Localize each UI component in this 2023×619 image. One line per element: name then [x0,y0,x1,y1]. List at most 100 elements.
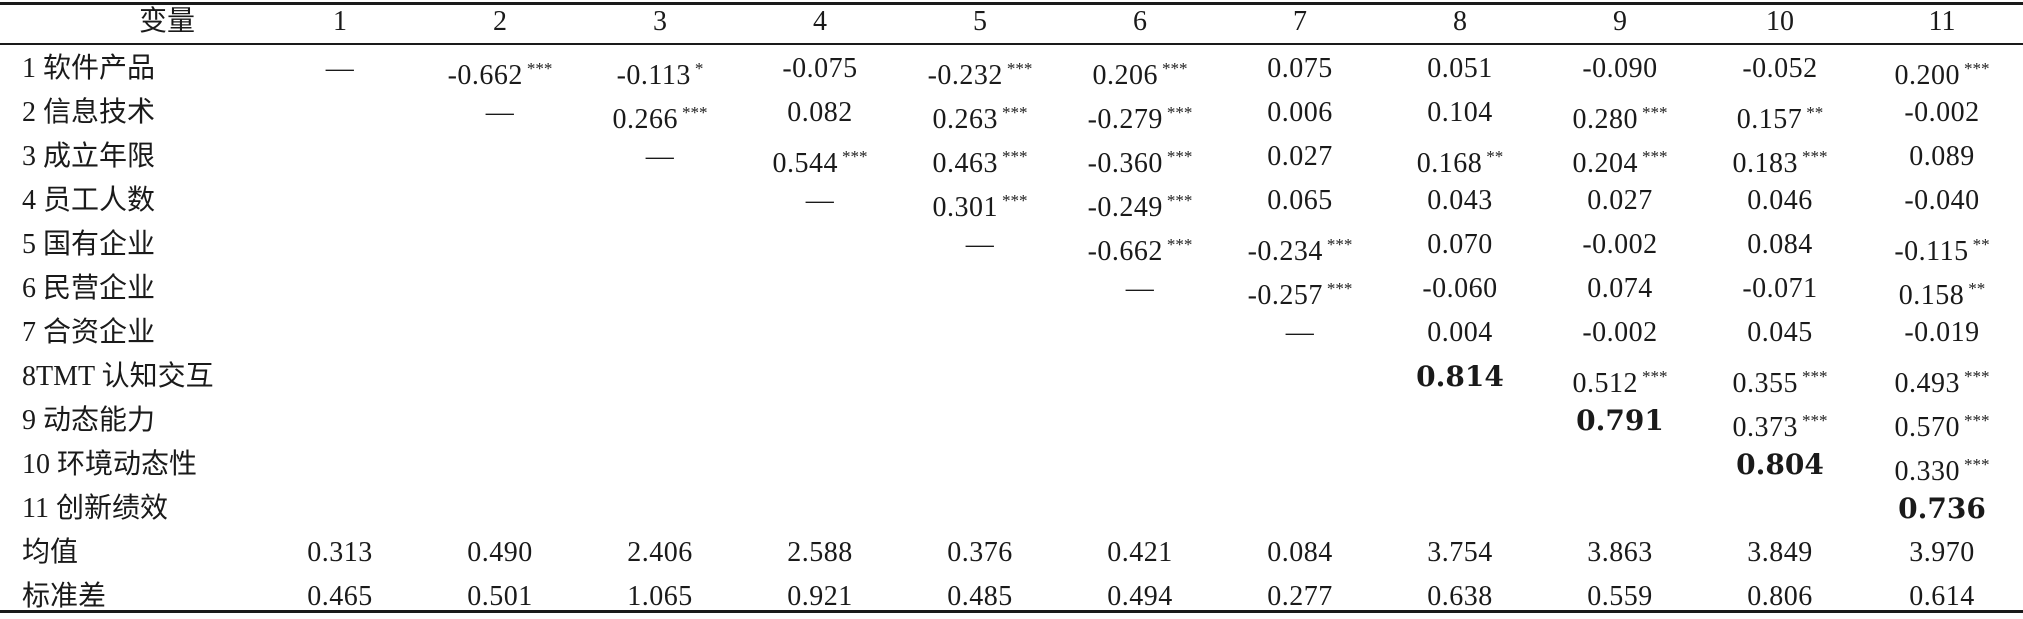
row-label: 1 软件产品 [22,53,156,84]
table-cell: 0.490 [415,531,585,575]
table-cell: 0.070 [1375,223,1545,267]
significance-marker: *** [1802,147,1828,166]
table-cell: -0.249 *** [1055,179,1225,223]
table-cell: 2.588 [735,531,905,575]
table-cell: -0.002 [1535,223,1705,267]
table-cell: 0.027 [1215,135,1385,179]
cell-value: -0.232 [927,60,1003,91]
cell-value: 0.158 [1898,280,1965,311]
table-cell: 0.277 [1215,575,1385,619]
table-cell: 0.614 [1857,575,2023,619]
diagonal-dash: — [895,223,1065,267]
table-cell: 0.373 *** [1695,399,1865,443]
cell-value: 0.043 [1427,185,1493,216]
table-cell: -0.662 *** [415,47,585,91]
cell-value: — [325,53,355,84]
cell-value: 0.559 [1587,581,1653,612]
significance-marker: *** [1802,411,1828,430]
cell-value: 0.463 [932,148,998,179]
row-label: 5 国有企业 [22,229,156,260]
cell-value: 0.501 [467,581,533,612]
cell-value: -0.090 [1582,53,1658,84]
table-cell: 0.330 *** [1857,443,2023,487]
cell-value: 0.006 [1267,97,1333,128]
table-cell: 0.206 *** [1055,47,1225,91]
table-cell: 0.104 [1375,91,1545,135]
table-row: 标准差 0.465 0.501 1.065 0.921 0.485 0.494 0.277 0.… [0,575,2023,619]
significance-marker: *** [1642,147,1668,166]
header-col-11: 11 [1928,6,1956,37]
row-label: 均值 [22,537,79,568]
table-cell: -0.002 [1857,91,2023,135]
table-cell: 0.804 [1695,443,1865,487]
table-cell: 3.849 [1695,531,1865,575]
cell-value: -0.257 [1247,280,1323,311]
significance-marker: *** [1326,235,1353,254]
cell-value: -0.249 [1087,192,1163,223]
cell-value: -0.662 [1087,236,1163,267]
cell-value: 2.588 [787,537,853,568]
cell-value: — [965,229,995,260]
table-cell: 0.493 *** [1857,355,2023,399]
table-cell: 0.065 [1215,179,1385,223]
significance-marker: * [694,59,704,78]
cell-value: 0.266 [612,104,678,135]
table-cell: -0.360 *** [1055,135,1225,179]
table-cell: 0.074 [1535,267,1705,311]
cell-value: 0.301 [932,192,998,223]
significance-marker: *** [1964,455,1990,474]
diagonal-dash: — [1055,267,1225,311]
cell-value: -0.115 [1894,236,1969,267]
header-col-5: 5 [973,6,987,37]
diagonal-dash: — [735,179,905,223]
table-cell: 0.280 *** [1535,91,1705,135]
table-row: 2 信息技术 —0.266 *** 0.082 0.263 *** -0.279 *** 0.0… [0,91,2023,135]
significance-marker: *** [1002,191,1028,210]
table-cell: -0.090 [1535,47,1705,91]
table-cell: 0.570 *** [1857,399,2023,443]
header-variable: 变量 [138,6,195,37]
cell-value: — [1125,273,1155,304]
significance-marker: *** [1642,103,1668,122]
table-row: 5 国有企业 — -0.662 *** -0.234 *** 0.070 -0.002 0.08… [0,223,2023,267]
significance-marker: ** [1486,147,1504,166]
table-cell: 0.004 [1375,311,1545,355]
cell-value: -0.002 [1904,97,1980,128]
table-cell: -0.052 [1695,47,1865,91]
significance-marker: *** [1162,59,1188,78]
row-label: 9 动态能力 [22,405,156,436]
table-cell: 3.970 [1857,531,2023,575]
cell-value: 0.045 [1747,317,1813,348]
table-cell: 0.006 [1215,91,1385,135]
cell-value: 0.804 [1736,448,1824,481]
cell-value: 0.027 [1267,141,1333,172]
significance-marker: ** [1968,279,1986,298]
header-col-6: 6 [1133,6,1147,37]
diagonal-dash: — [415,91,585,135]
cell-value: 0.204 [1572,148,1638,179]
table-row: 3 成立年限 —0.544 *** 0.463 *** -0.360 *** 0.027 0.1… [0,135,2023,179]
cell-value: 0.168 [1416,148,1483,179]
table-row: 1 软件产品 — -0.662 *** -0.113 * -0.075 -0.232 *** 0.… [0,47,2023,91]
cell-value: 0.791 [1576,404,1664,437]
header-col-4: 4 [813,6,827,37]
bottom-rule [0,610,2023,613]
table-cell: -0.234 *** [1215,223,1385,267]
table-cell: 0.791 [1535,399,1705,443]
significance-marker: ** [1806,103,1824,122]
table-cell: 1.065 [575,575,745,619]
cell-value: 0.065 [1267,185,1333,216]
cell-value: 0.104 [1427,97,1493,128]
cell-value: 2.406 [627,537,693,568]
significance-marker: *** [842,147,868,166]
cell-value: 0.494 [1107,581,1173,612]
cell-value: — [1285,317,1315,348]
row-label: 3 成立年限 [22,141,156,172]
significance-marker: ** [1972,235,1990,254]
table-cell: 0.183 *** [1695,135,1865,179]
cell-value: 0.084 [1747,229,1813,260]
table-cell: 0.512 *** [1535,355,1705,399]
header-col-9: 9 [1613,6,1627,37]
cell-value: 3.863 [1587,537,1653,568]
cell-value: 0.485 [947,581,1013,612]
